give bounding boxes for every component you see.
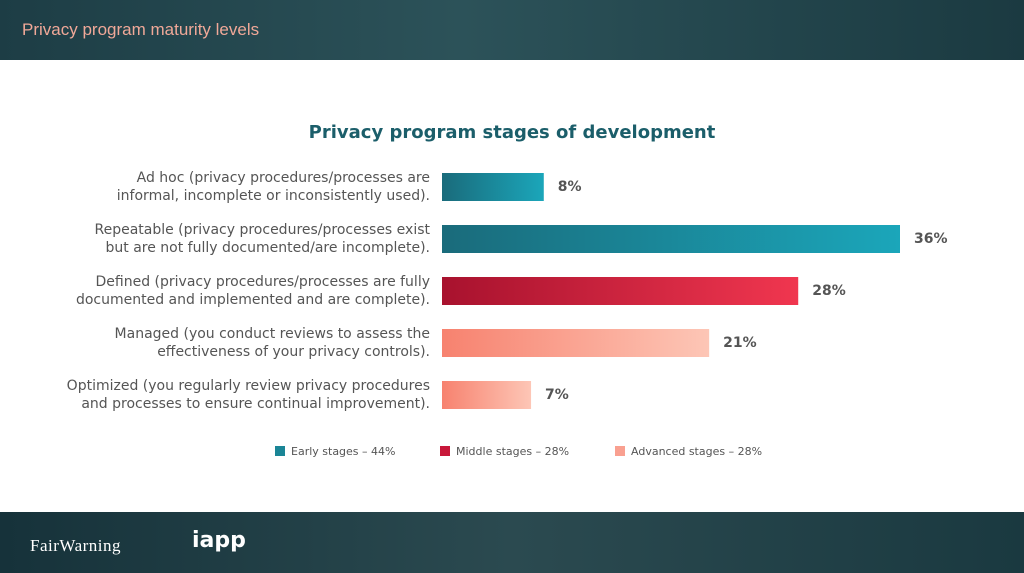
category-label: Repeatable (privacy procedures/processes…	[94, 221, 430, 257]
value-label: 28%	[812, 283, 846, 299]
category-line: but are not fully documented/are incompl…	[105, 240, 431, 256]
legend-label: Advanced stages – 28%	[631, 445, 762, 458]
category-label: Managed (you conduct reviews to assess t…	[115, 325, 430, 361]
category-line: informal, incomplete or inconsistently u…	[116, 188, 430, 204]
category-line: Ad hoc (privacy procedures/processes are	[136, 170, 430, 186]
category-label: Optimized (you regularly review privacy …	[67, 377, 430, 413]
category-line: Optimized (you regularly review privacy …	[66, 378, 430, 394]
category-label: Ad hoc (privacy procedures/processes are…	[117, 169, 430, 205]
category-line: and processes to ensure continual improv…	[81, 396, 430, 412]
legend-label: Early stages – 44%	[291, 445, 395, 458]
bar	[442, 277, 799, 305]
logo: iapp	[192, 528, 246, 553]
value-label: 7%	[545, 387, 569, 403]
category-line: documented and implemented and are compl…	[75, 292, 430, 308]
bar	[442, 225, 900, 253]
bar	[442, 381, 532, 409]
category-line: Repeatable (privacy procedures/processes…	[94, 222, 430, 238]
value-label: 36%	[914, 231, 948, 247]
legend-swatch	[440, 446, 450, 456]
footer-band	[0, 512, 1024, 573]
category-line: Managed (you conduct reviews to assess t…	[114, 326, 430, 342]
header-title: Privacy program maturity levels	[22, 20, 260, 39]
legend-swatch	[275, 446, 285, 456]
bar	[442, 329, 710, 357]
value-label: 21%	[723, 335, 757, 351]
legend-swatch	[615, 446, 625, 456]
logo: FairWarning	[30, 536, 121, 555]
chart-title: Privacy program stages of development	[309, 122, 716, 143]
bar	[442, 173, 544, 201]
category-line: effectiveness of your privacy controls).	[157, 344, 430, 360]
value-label: 8%	[558, 179, 582, 195]
category-label: Defined (privacy procedures/processes ar…	[76, 273, 430, 309]
legend-label: Middle stages – 28%	[456, 445, 569, 458]
category-line: Defined (privacy procedures/processes ar…	[95, 274, 430, 290]
header-band	[0, 0, 1024, 60]
